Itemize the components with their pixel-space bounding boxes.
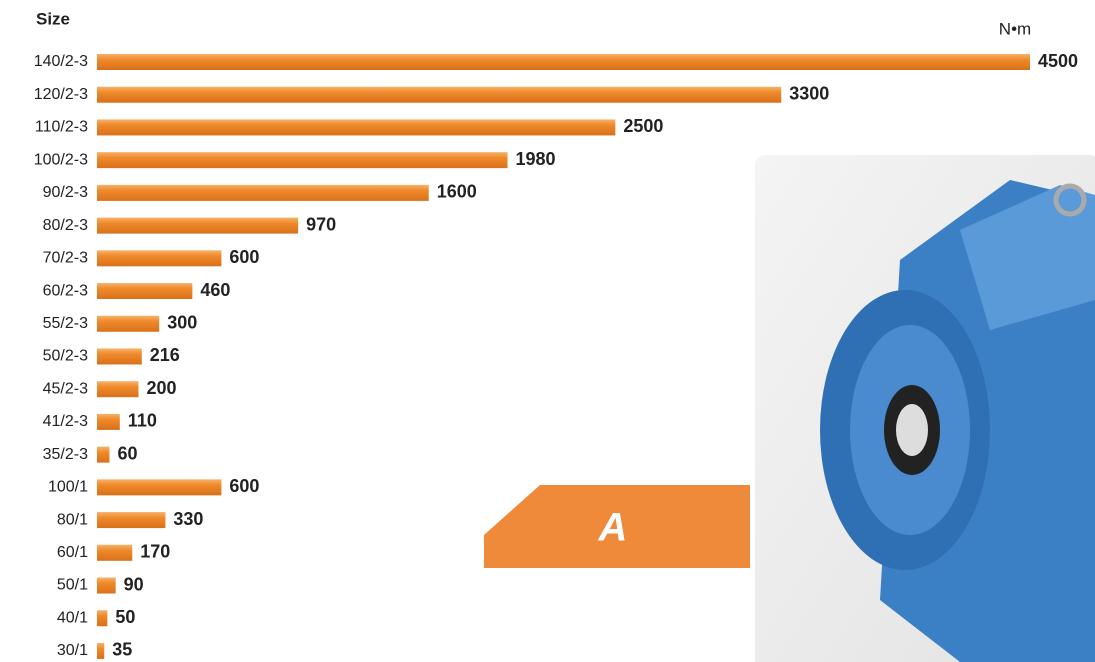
value-label: 110 [128, 411, 157, 431]
category-label: 50/1 [57, 577, 88, 594]
bar [97, 54, 1030, 70]
value-label: 200 [146, 378, 176, 398]
category-label: 35/2-3 [43, 446, 88, 463]
unit-label: N•m [999, 19, 1031, 38]
category-label: 110/2-3 [35, 119, 88, 136]
value-label: 600 [229, 247, 259, 267]
product-photo [755, 155, 1095, 662]
bar [97, 184, 429, 201]
value-label: 4500 [1038, 51, 1078, 71]
category-label: 30/1 [57, 642, 88, 659]
bar [97, 86, 782, 103]
bar [97, 413, 120, 430]
category-label: 70/2-3 [43, 250, 88, 267]
category-label: 80/1 [57, 511, 88, 528]
annotation: A [598, 506, 628, 550]
category-label: 50/2-3 [43, 348, 88, 365]
category-label: 120/2-3 [34, 86, 88, 103]
value-label: 60 [117, 443, 137, 463]
value-label: 1600 [437, 182, 477, 202]
value-label: 50 [115, 607, 135, 627]
value-label: 600 [229, 476, 259, 496]
value-label: 170 [140, 542, 170, 562]
bar [97, 610, 108, 627]
value-label: 1980 [516, 149, 556, 169]
bar [97, 217, 299, 234]
category-label: 140/2-3 [34, 53, 88, 70]
value-label: 300 [167, 313, 197, 333]
category-label: 41/2-3 [43, 413, 88, 430]
category-label: 45/2-3 [43, 380, 88, 397]
bar [97, 479, 222, 496]
bar [97, 544, 133, 561]
value-label: 2500 [623, 116, 663, 136]
category-label: 55/2-3 [43, 315, 88, 332]
category-label: 100/1 [48, 479, 88, 496]
value-label: 330 [173, 509, 203, 529]
bar [97, 250, 222, 267]
bar [97, 381, 139, 398]
bar [97, 512, 166, 529]
category-label: 60/1 [57, 544, 88, 561]
value-label: 460 [200, 280, 230, 300]
bar [97, 315, 160, 332]
value-label: 3300 [789, 83, 829, 103]
value-label: 90 [124, 574, 144, 594]
bar [97, 446, 110, 463]
annotation-badge: A [484, 485, 750, 568]
bar [97, 642, 105, 659]
value-label: 216 [150, 345, 180, 365]
bar [97, 119, 616, 136]
chart-title: Size [36, 9, 70, 28]
bar [97, 348, 142, 365]
category-label: 60/2-3 [43, 282, 88, 299]
category-label: 90/2-3 [43, 184, 88, 201]
value-label: 970 [306, 214, 336, 234]
bar [97, 283, 193, 300]
value-label: 35 [112, 640, 132, 660]
category-label: 80/2-3 [43, 217, 88, 234]
category-label: 100/2-3 [34, 151, 88, 168]
bar [97, 152, 508, 169]
category-label: 40/1 [57, 609, 88, 626]
bar [97, 577, 116, 594]
